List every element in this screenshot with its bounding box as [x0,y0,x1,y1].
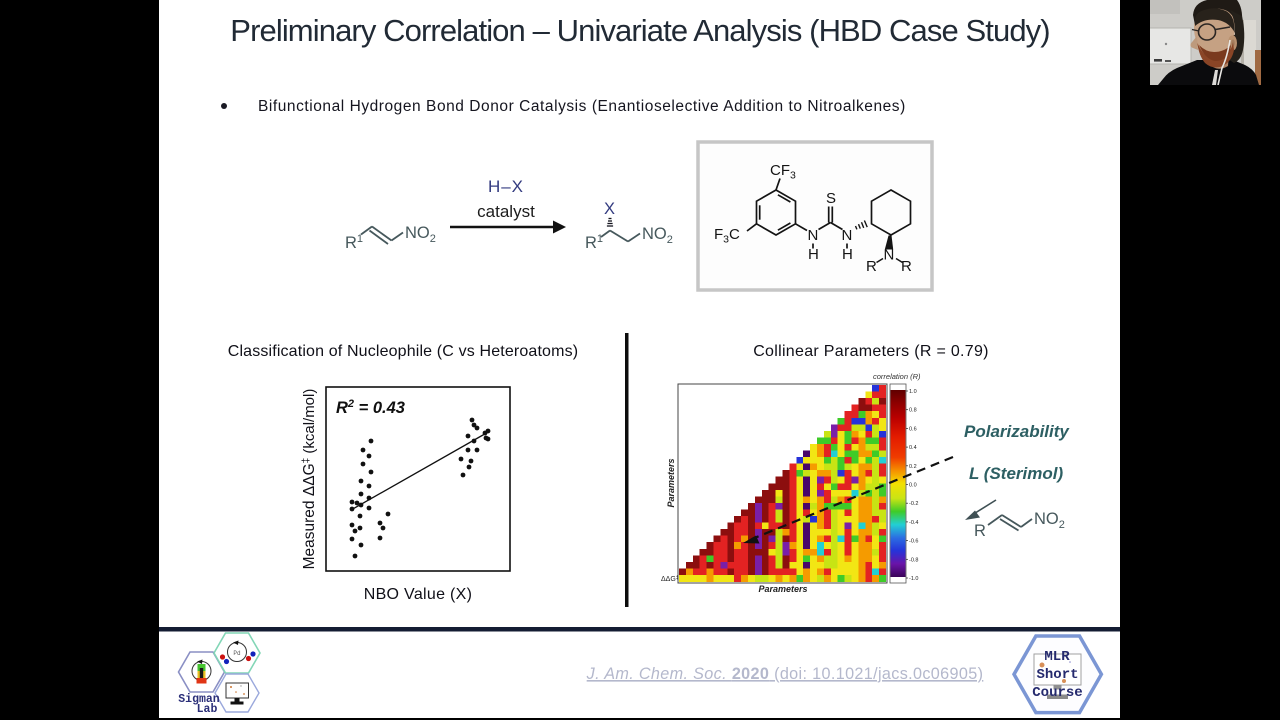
svg-text:NO2: NO2 [405,224,436,245]
svg-text:correlation (R): correlation (R) [873,372,921,381]
svg-text:N: N [808,227,819,244]
svg-text:F3C: F3C [714,226,740,246]
svg-text:R2 = 0.43: R2 = 0.43 [336,398,405,417]
svg-text:0.4: 0.4 [909,445,917,451]
svg-text:0.0: 0.0 [909,483,917,489]
svg-text:NO2: NO2 [1034,510,1065,531]
svg-text:Bifunctional Hydrogen Bond Don: Bifunctional Hydrogen Bond Donor Catalys… [258,98,906,115]
svg-text:R: R [866,258,877,275]
svg-text:H–X: H–X [488,177,524,196]
svg-text:-1.0: -1.0 [909,576,918,582]
svg-text:catalyst: catalyst [477,202,535,221]
svg-text:L (Sterimol): L (Sterimol) [969,464,1063,483]
svg-text:Preliminary Correlation – Univ: Preliminary Correlation – Univariate Ana… [230,13,1049,48]
svg-text:N: N [884,247,895,264]
svg-text:Collinear Parameters (R = 0.79: Collinear Parameters (R = 0.79) [753,343,989,360]
svg-text:0.2: 0.2 [909,464,917,470]
svg-text:1.0: 1.0 [909,389,917,395]
svg-text:CF3: CF3 [770,162,796,182]
svg-text:Sigman: Sigman [178,693,220,706]
svg-text:R: R [974,522,986,540]
svg-text:-0.4: -0.4 [909,520,918,526]
svg-text:Measured ΔΔG‡ (kcal/mol): Measured ΔΔG‡ (kcal/mol) [301,389,318,570]
svg-text:R: R [901,258,912,275]
svg-text:X: X [604,200,615,218]
svg-text:-0.6: -0.6 [909,539,918,545]
svg-text:Course: Course [1032,685,1082,701]
svg-text:Parameters: Parameters [666,458,676,507]
svg-text:NBO Value (X): NBO Value (X) [364,586,473,603]
svg-text:Lab: Lab [197,703,218,716]
svg-text:S: S [826,190,836,207]
svg-text:NO2: NO2 [642,225,673,246]
svg-text:MLR: MLR [1044,649,1070,665]
svg-text:ΔΔG‡: ΔΔG‡ [661,575,679,583]
svg-text:J. Am. Chem. Soc. 2020 (doi: 1: J. Am. Chem. Soc. 2020 (doi: 10.1021/jac… [586,665,984,683]
svg-text:N: N [842,227,853,244]
svg-text:0.8: 0.8 [909,408,917,414]
svg-text:Classification of Nucleophile: Classification of Nucleophile (C vs Hete… [228,343,578,360]
svg-text:-0.2: -0.2 [909,501,918,507]
svg-text:H: H [808,246,819,263]
svg-text:Short: Short [1036,667,1078,683]
svg-text:Pd: Pd [233,650,241,657]
svg-text:Polarizability: Polarizability [964,422,1070,441]
svg-text:-0.8: -0.8 [909,557,918,563]
svg-text:0.6: 0.6 [909,426,917,432]
svg-text:Parameters: Parameters [758,584,807,594]
svg-text:H: H [842,246,853,263]
